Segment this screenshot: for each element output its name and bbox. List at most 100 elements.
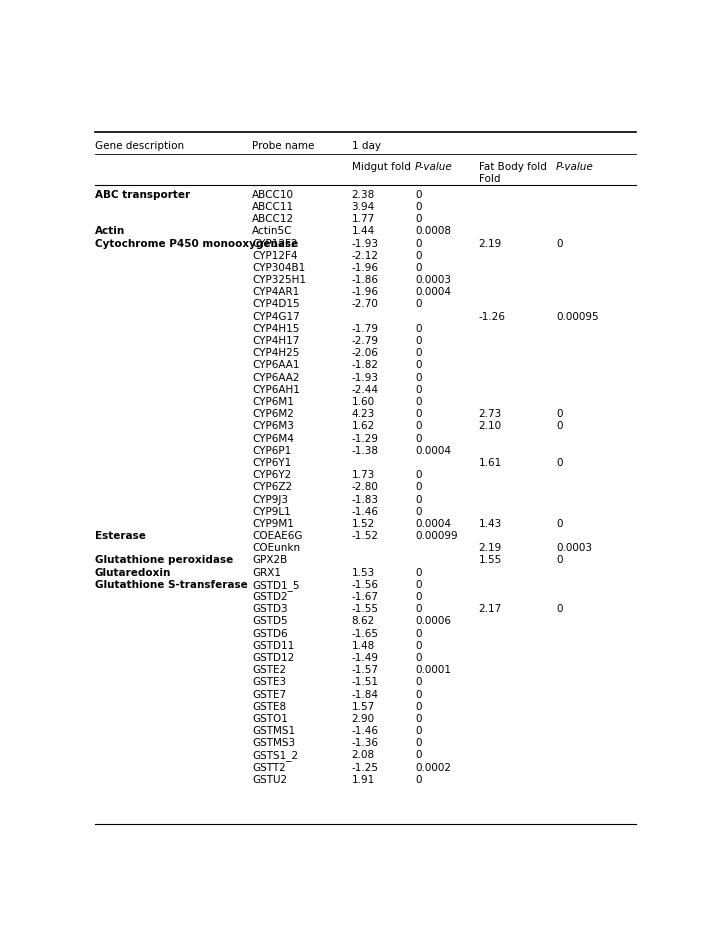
Text: 0: 0 [415, 348, 421, 359]
Text: -1.79: -1.79 [352, 324, 379, 333]
Text: 0.0001: 0.0001 [415, 665, 451, 675]
Text: 0: 0 [415, 494, 421, 504]
Text: Actin: Actin [95, 226, 125, 236]
Text: Fat Body fold
Fold: Fat Body fold Fold [478, 163, 547, 184]
Text: -1.96: -1.96 [352, 288, 379, 297]
Text: 1 day: 1 day [352, 141, 381, 151]
Text: 1.57: 1.57 [352, 701, 375, 712]
Text: -1.93: -1.93 [352, 373, 379, 383]
Text: CYP4G17: CYP4G17 [252, 312, 300, 321]
Text: 0: 0 [415, 482, 421, 492]
Text: 0.0003: 0.0003 [556, 544, 592, 553]
Text: GSTD12: GSTD12 [252, 653, 294, 663]
Text: P-value: P-value [415, 163, 453, 173]
Text: -1.57: -1.57 [352, 665, 379, 675]
Text: 0: 0 [415, 751, 421, 760]
Text: 0: 0 [415, 641, 421, 651]
Text: -1.49: -1.49 [352, 653, 379, 663]
Text: 0: 0 [556, 238, 563, 248]
Text: 0: 0 [415, 397, 421, 407]
Text: -1.56: -1.56 [352, 580, 379, 590]
Text: CYP6AA2: CYP6AA2 [252, 373, 299, 383]
Text: 0: 0 [415, 470, 421, 480]
Text: 0.0004: 0.0004 [415, 519, 451, 529]
Text: 0: 0 [415, 714, 421, 724]
Text: -2.44: -2.44 [352, 385, 379, 395]
Text: 0: 0 [415, 250, 421, 261]
Text: 0: 0 [415, 689, 421, 700]
Text: Probe name: Probe name [252, 141, 314, 151]
Text: 0: 0 [415, 629, 421, 639]
Text: -2.12: -2.12 [352, 250, 379, 261]
Text: 0.00099: 0.00099 [415, 531, 458, 541]
Text: 2.19: 2.19 [478, 238, 502, 248]
Text: Midgut fold: Midgut fold [352, 163, 411, 173]
Text: 2.17: 2.17 [478, 604, 502, 615]
Text: 0: 0 [415, 373, 421, 383]
Text: GSTE7: GSTE7 [252, 689, 286, 700]
Text: -1.51: -1.51 [352, 677, 379, 687]
Text: CYP325H1: CYP325H1 [252, 276, 306, 285]
Text: 3.94: 3.94 [352, 202, 375, 212]
Text: CYP12F2: CYP12F2 [252, 238, 297, 248]
Text: -1.82: -1.82 [352, 361, 379, 371]
Text: ABC transporter: ABC transporter [95, 190, 190, 200]
Text: CYP9J3: CYP9J3 [252, 494, 288, 504]
Text: COEunkn: COEunkn [252, 544, 300, 553]
Text: GSTD5: GSTD5 [252, 616, 288, 627]
Text: 1.60: 1.60 [352, 397, 375, 407]
Text: 0: 0 [415, 726, 421, 736]
Text: -1.38: -1.38 [352, 446, 379, 456]
Text: ABCC12: ABCC12 [252, 214, 294, 224]
Text: 0.0002: 0.0002 [415, 763, 451, 772]
Text: GSTD2: GSTD2 [252, 592, 288, 602]
Text: 0: 0 [556, 519, 563, 529]
Text: 2.08: 2.08 [352, 751, 375, 760]
Text: CYP9L1: CYP9L1 [252, 506, 291, 517]
Text: -1.26: -1.26 [478, 312, 506, 321]
Text: CYP12F4: CYP12F4 [252, 250, 297, 261]
Text: CYP9M1: CYP9M1 [252, 519, 294, 529]
Text: -1.93: -1.93 [352, 238, 379, 248]
Text: Actin5C: Actin5C [252, 226, 292, 236]
Text: 2.38: 2.38 [352, 190, 375, 200]
Text: -1.86: -1.86 [352, 276, 379, 285]
Text: 0: 0 [415, 421, 421, 432]
Text: 2.90: 2.90 [352, 714, 375, 724]
Text: -1.67: -1.67 [352, 592, 379, 602]
Text: 1.52: 1.52 [352, 519, 375, 529]
Text: CYP4H17: CYP4H17 [252, 336, 299, 346]
Text: 1.62: 1.62 [352, 421, 375, 432]
Text: 0: 0 [415, 214, 421, 224]
Text: 0: 0 [556, 458, 563, 468]
Text: 1.53: 1.53 [352, 568, 375, 577]
Text: -1.65: -1.65 [352, 629, 379, 639]
Text: 0: 0 [415, 568, 421, 577]
Text: 8.62: 8.62 [352, 616, 375, 627]
Text: 0: 0 [556, 421, 563, 432]
Text: 0: 0 [415, 580, 421, 590]
Text: 1.43: 1.43 [478, 519, 502, 529]
Text: GSTE3: GSTE3 [252, 677, 286, 687]
Text: -1.36: -1.36 [352, 738, 379, 748]
Text: 1.44: 1.44 [352, 226, 375, 236]
Text: 0: 0 [415, 592, 421, 602]
Text: GSTE8: GSTE8 [252, 701, 286, 712]
Text: 0: 0 [556, 556, 563, 565]
Text: 0: 0 [556, 604, 563, 615]
Text: 0: 0 [415, 506, 421, 517]
Text: 0.0004: 0.0004 [415, 446, 451, 456]
Text: CYP6Y1: CYP6Y1 [252, 458, 292, 468]
Text: 0: 0 [415, 433, 421, 444]
Text: COEAE6G: COEAE6G [252, 531, 302, 541]
Text: CYP6Y2: CYP6Y2 [252, 470, 292, 480]
Text: 0.0008: 0.0008 [415, 226, 451, 236]
Text: CYP4D15: CYP4D15 [252, 300, 299, 309]
Text: Gene description: Gene description [95, 141, 184, 151]
Text: GSTD1_5: GSTD1_5 [252, 580, 299, 590]
Text: CYP304B1: CYP304B1 [252, 262, 305, 273]
Text: 1.55: 1.55 [478, 556, 502, 565]
Text: -1.46: -1.46 [352, 726, 379, 736]
Text: -1.96: -1.96 [352, 262, 379, 273]
Text: GPX2B: GPX2B [252, 556, 287, 565]
